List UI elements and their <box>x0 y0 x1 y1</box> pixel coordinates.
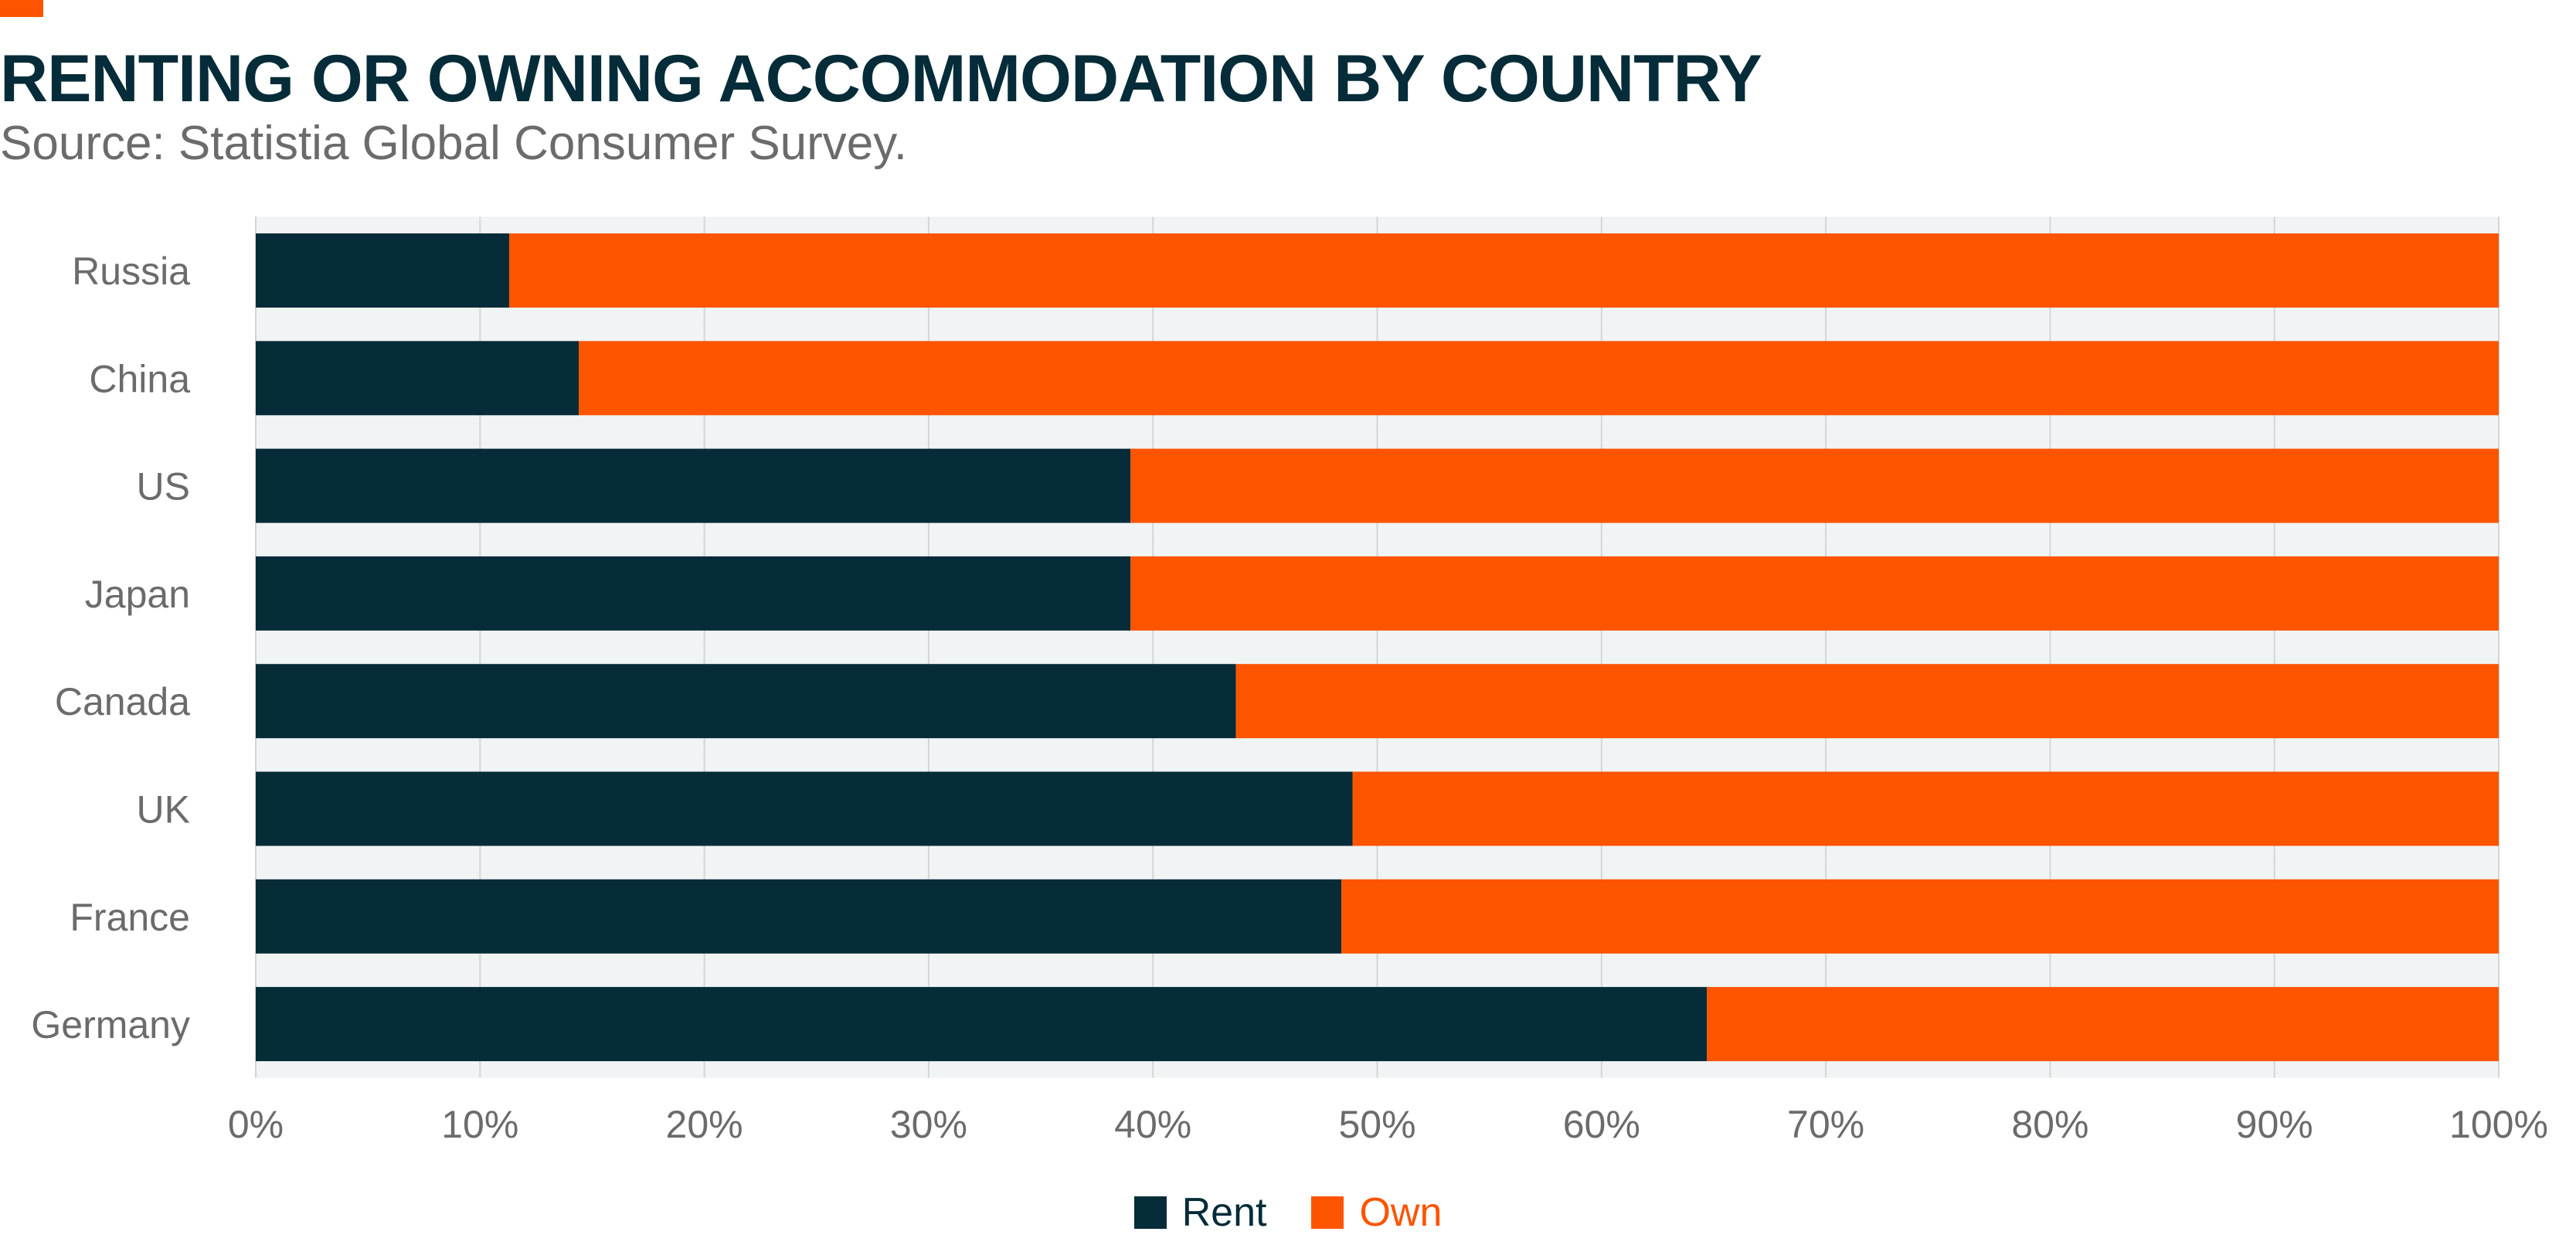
bar-own-uk <box>1352 771 2499 846</box>
bars <box>256 233 2499 1062</box>
legend-swatch-rent <box>1133 1196 1167 1229</box>
x-tick-label: 60% <box>1563 1103 1640 1146</box>
category-label-uk: UK <box>137 788 190 832</box>
legend-label-rent: Rent <box>1181 1190 1267 1235</box>
bar-rent-france <box>256 879 1342 954</box>
category-label-japan: Japan <box>85 573 190 616</box>
category-label-france: France <box>70 896 190 939</box>
bar-own-us <box>1130 448 2499 523</box>
bar-rent-us <box>256 448 1131 523</box>
x-tick-label: 100% <box>2449 1103 2548 1146</box>
category-label-china: China <box>89 357 190 400</box>
bar-rent-china <box>256 341 579 416</box>
x-tick-label: 40% <box>1114 1103 1191 1146</box>
x-tick-label: 80% <box>2011 1103 2088 1146</box>
bar-own-china <box>579 341 2499 416</box>
category-labels: Russia China US Japan Canada UK France Germany <box>31 250 190 1046</box>
x-tick-label: 30% <box>890 1103 967 1146</box>
bar-rent-canada <box>256 664 1236 739</box>
legend-item-rent: Rent <box>1133 1189 1267 1236</box>
category-label-germany: Germany <box>31 1003 190 1046</box>
x-tick-label: 10% <box>441 1103 518 1146</box>
x-tick-label: 0% <box>228 1103 284 1146</box>
bar-rent-germany <box>256 987 1708 1062</box>
x-tick-label: 70% <box>1787 1103 1864 1146</box>
legend: Rent Own <box>0 1186 2576 1240</box>
bar-rent-japan <box>256 556 1131 631</box>
x-tick-label: 20% <box>666 1103 743 1146</box>
legend-item-own: Own <box>1311 1189 1442 1236</box>
accent-tab <box>0 0 43 17</box>
bar-rent-russia <box>256 233 510 308</box>
bar-own-japan <box>1130 556 2499 631</box>
bar-own-russia <box>509 233 2499 308</box>
bar-own-france <box>1341 879 2499 954</box>
chart-title: RENTING OR OWNING ACCOMMODATION BY COUNT… <box>0 42 1762 116</box>
category-label-canada: Canada <box>55 680 190 723</box>
bar-own-germany <box>1707 987 2499 1062</box>
legend-swatch-own <box>1311 1196 1344 1229</box>
bar-rent-uk <box>256 771 1353 846</box>
chart-subtitle: Source: Statistia Global Consumer Survey… <box>0 117 907 170</box>
x-tick-label: 50% <box>1338 1103 1415 1146</box>
category-label-us: US <box>137 465 190 509</box>
x-tick-label: 90% <box>2236 1103 2313 1146</box>
category-label-russia: Russia <box>72 250 190 293</box>
bar-own-canada <box>1235 664 2499 739</box>
x-tick-labels: 0% 10% 20% 30% 40% 50% 60% 70% 80% 90% 100% <box>228 1103 2548 1146</box>
legend-label-own: Own <box>1359 1190 1443 1235</box>
